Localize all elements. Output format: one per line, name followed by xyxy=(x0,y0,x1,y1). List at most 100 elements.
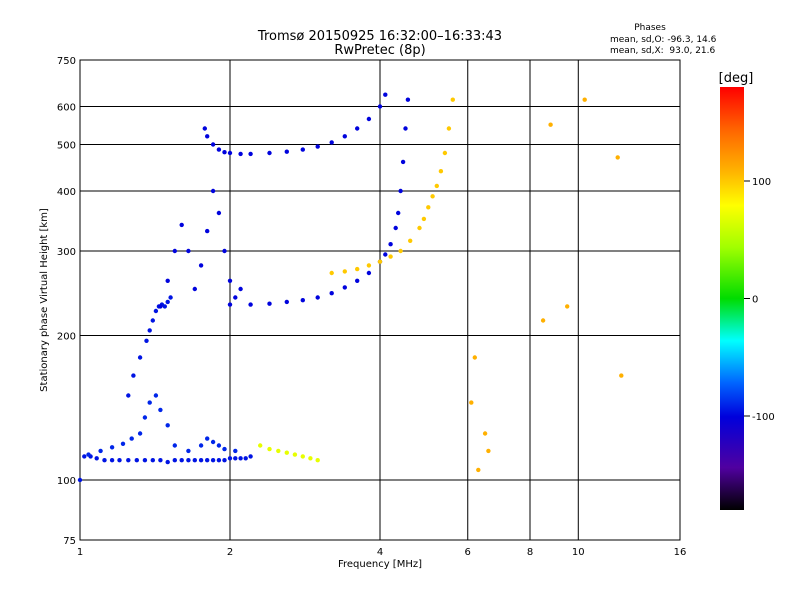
data-point xyxy=(147,400,152,405)
grid xyxy=(80,60,680,540)
data-point xyxy=(248,454,253,459)
data-point xyxy=(292,452,298,457)
data-point xyxy=(267,301,272,306)
data-point xyxy=(388,254,393,259)
data-point xyxy=(222,248,227,254)
data-point xyxy=(205,228,210,234)
data-point xyxy=(284,149,289,154)
data-point xyxy=(142,415,148,420)
data-point xyxy=(393,225,398,231)
stats-o-mode: mean, sd,O: -96.3, 14.6 xyxy=(610,35,717,45)
data-point xyxy=(469,400,474,405)
data-point xyxy=(430,194,435,199)
data-point xyxy=(421,216,427,222)
data-point xyxy=(619,373,624,378)
data-point xyxy=(172,443,177,448)
data-point xyxy=(216,210,222,216)
data-point xyxy=(222,458,227,463)
data-point xyxy=(192,286,197,292)
data-point xyxy=(248,151,253,157)
data-point xyxy=(446,126,452,131)
data-point xyxy=(300,147,305,152)
data-point xyxy=(238,151,243,157)
data-point xyxy=(438,169,444,174)
data-point xyxy=(366,263,372,268)
data-point xyxy=(165,459,170,465)
data-point xyxy=(315,458,320,463)
data-point xyxy=(186,458,191,463)
data-point xyxy=(400,159,406,165)
data-point xyxy=(179,458,184,463)
y-tick-label: 300 xyxy=(57,247,76,258)
x-tick-label: 6 xyxy=(465,547,471,558)
data-point xyxy=(248,302,253,307)
data-point xyxy=(233,456,238,461)
data-point xyxy=(158,407,163,413)
y-tick-label: 75 xyxy=(63,536,76,547)
colorbar-ticks: 100 0 -100 xyxy=(744,177,775,423)
stats-x-mode: mean, sd,X: 93.0, 21.6 xyxy=(610,46,716,56)
data-point xyxy=(315,144,320,149)
chart-title: Tromsø 20150925 16:32:00–16:33:43 xyxy=(257,29,502,44)
data-point xyxy=(162,304,167,309)
data-point xyxy=(615,155,620,160)
data-point xyxy=(172,458,177,463)
data-point xyxy=(417,225,422,231)
data-point xyxy=(158,458,163,463)
data-point xyxy=(450,97,455,102)
colorbar-tick-label: -100 xyxy=(752,412,775,423)
data-point xyxy=(426,205,431,210)
data-point xyxy=(355,266,360,272)
data-point xyxy=(77,477,83,483)
data-point xyxy=(131,373,136,378)
colorbar-tick-label: 0 xyxy=(752,295,758,306)
data-point xyxy=(94,456,99,461)
data-point xyxy=(243,456,248,461)
data-point xyxy=(434,183,439,189)
data-point xyxy=(210,142,216,147)
data-point xyxy=(198,263,204,268)
data-point xyxy=(227,456,233,461)
data-point xyxy=(276,448,281,454)
data-point xyxy=(216,147,222,152)
data-point xyxy=(126,458,131,463)
y-tick-label: 100 xyxy=(57,476,76,487)
data-point xyxy=(329,291,334,296)
data-point xyxy=(388,242,393,247)
data-point xyxy=(355,126,360,131)
data-point xyxy=(202,126,207,131)
x-tick-label: 16 xyxy=(674,547,687,558)
y-tick-label: 500 xyxy=(57,141,76,152)
data-point xyxy=(403,126,408,131)
data-point xyxy=(383,92,388,97)
data-point xyxy=(366,270,372,276)
data-point xyxy=(198,458,204,463)
data-point xyxy=(284,299,289,305)
data-point xyxy=(342,285,347,290)
data-point xyxy=(482,431,488,436)
data-point xyxy=(144,338,149,343)
data-point xyxy=(109,445,115,450)
data-point xyxy=(117,458,122,463)
data-point xyxy=(308,456,313,461)
data-point xyxy=(165,423,170,428)
data-point xyxy=(329,140,334,145)
data-point xyxy=(186,248,191,254)
data-point xyxy=(233,295,238,300)
chart-subtitle: RwPretec (8p) xyxy=(334,43,425,58)
data-point xyxy=(329,270,334,276)
data-points xyxy=(77,92,624,483)
data-point xyxy=(342,134,347,139)
data-point xyxy=(153,393,159,398)
data-point xyxy=(267,446,272,452)
data-point xyxy=(186,448,191,454)
data-point xyxy=(405,97,411,102)
data-point xyxy=(86,452,91,457)
data-point xyxy=(165,278,170,283)
data-point xyxy=(147,328,152,333)
data-point xyxy=(82,454,87,459)
data-point xyxy=(210,458,216,463)
data-point xyxy=(377,259,383,264)
data-point xyxy=(486,448,491,454)
